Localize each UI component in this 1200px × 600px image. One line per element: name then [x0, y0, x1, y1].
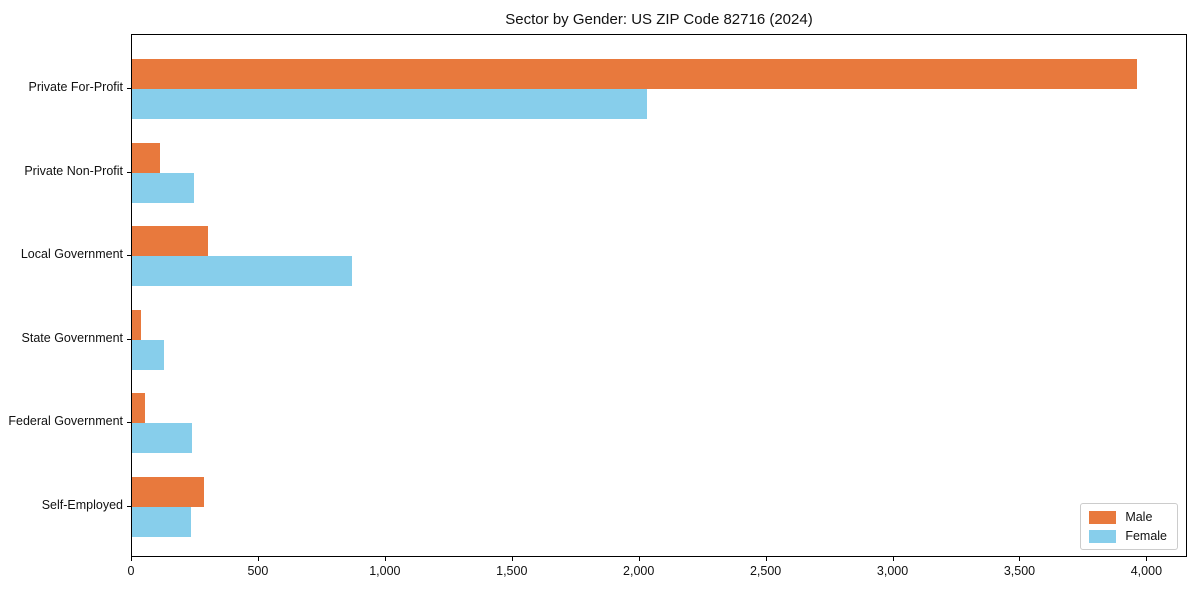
- bar-male-private-non-profit: [132, 142, 160, 173]
- legend-label-male: Male: [1125, 510, 1153, 524]
- ytick-mark-state-government: [127, 338, 131, 340]
- xtick-mark-1500: [511, 557, 513, 561]
- chart-title: Sector by Gender: US ZIP Code 82716 (202…: [505, 11, 813, 28]
- ytick-mark-self-employed: [127, 505, 131, 507]
- xtick-mark-1000: [384, 557, 386, 561]
- xtick-label-1000: 1,000: [369, 564, 401, 578]
- bar-male-local-government: [132, 226, 208, 257]
- bar-female-private-for-profit: [132, 89, 648, 120]
- legend-item-male: Male: [1089, 510, 1167, 524]
- bar-female-federal-government: [132, 423, 193, 454]
- ytick-mark-local-government: [127, 255, 131, 257]
- bar-female-state-government: [132, 339, 165, 370]
- bar-male-private-for-profit: [132, 59, 1138, 90]
- ytick-mark-federal-government: [127, 422, 131, 424]
- ytick-label-self-employed: Self-Employed: [41, 497, 123, 512]
- ytick-label-federal-government: Federal Government: [8, 414, 123, 429]
- ytick-label-private-for-profit: Private For-Profit: [28, 80, 123, 95]
- ytick-label-local-government: Local Government: [20, 247, 123, 262]
- xtick-mark-2500: [765, 557, 767, 561]
- xtick-label-500: 500: [247, 564, 269, 578]
- legend-item-female: Female: [1089, 529, 1167, 543]
- legend-swatch-male: [1089, 510, 1117, 524]
- xtick-mark-3500: [1019, 557, 1021, 561]
- xtick-label-3000: 3,000: [876, 564, 909, 578]
- ytick-label-state-government: State Government: [21, 330, 123, 345]
- ytick-label-private-non-profit: Private Non-Profit: [24, 163, 123, 178]
- xtick-label-2000: 2,000: [623, 564, 655, 578]
- xtick-label-0: 0: [127, 564, 135, 578]
- xtick-mark-2000: [638, 557, 640, 561]
- xtick-mark-4000: [1146, 557, 1148, 561]
- bar-female-private-non-profit: [132, 172, 194, 203]
- xtick-mark-500: [257, 557, 259, 561]
- ytick-mark-private-for-profit: [127, 88, 131, 90]
- legend-swatch-female: [1089, 529, 1117, 543]
- bar-female-local-government: [132, 256, 352, 287]
- xtick-label-3500: 3,500: [1003, 564, 1036, 578]
- bar-male-self-employed: [132, 476, 205, 507]
- legend-label-female: Female: [1125, 529, 1167, 543]
- xtick-mark-0: [131, 557, 132, 561]
- legend: Male Female: [1080, 503, 1178, 550]
- ytick-mark-private-non-profit: [127, 171, 131, 173]
- xtick-label-2500: 2,500: [749, 564, 782, 578]
- xtick-label-4000: 4,000: [1130, 564, 1163, 578]
- bar-male-state-government: [132, 309, 142, 340]
- plot-area: Male Female: [131, 34, 1187, 557]
- bar-male-federal-government: [132, 393, 145, 424]
- bar-female-self-employed: [132, 506, 192, 537]
- xtick-mark-3000: [892, 557, 894, 561]
- xtick-label-1500: 1,500: [496, 564, 528, 578]
